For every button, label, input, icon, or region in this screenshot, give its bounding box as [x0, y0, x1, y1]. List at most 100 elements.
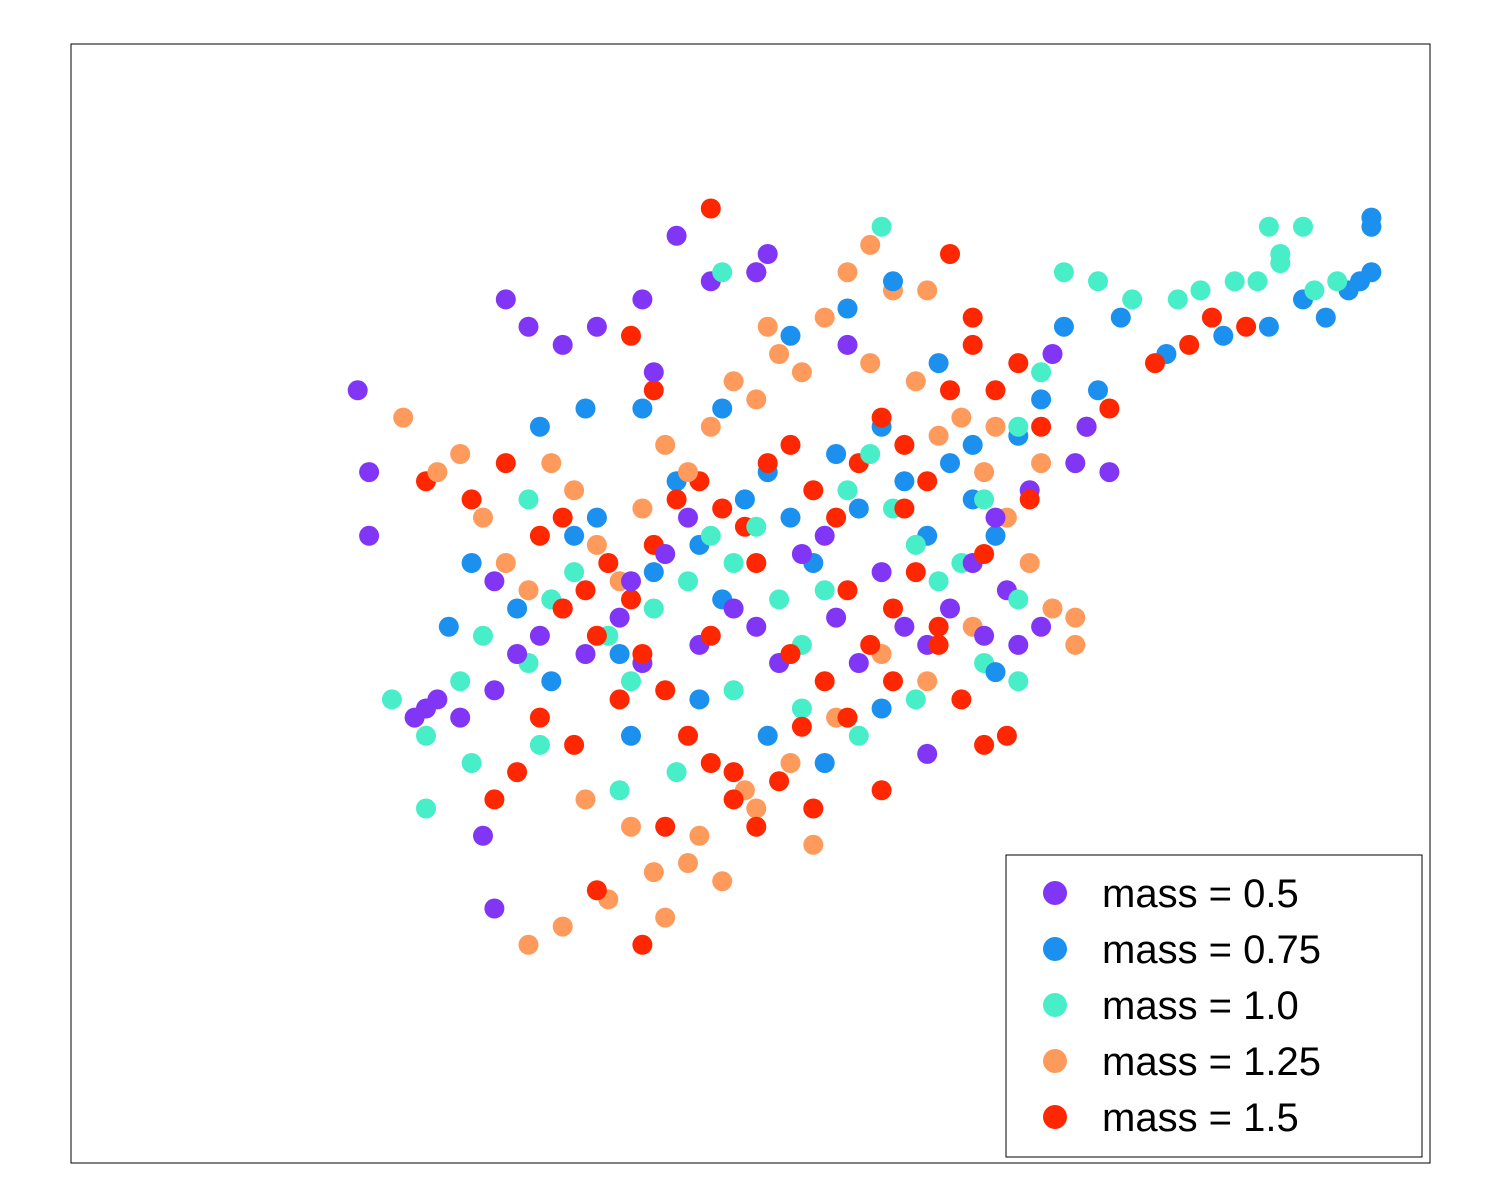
data-point-series-2 [564, 562, 585, 583]
data-point-series-4 [564, 734, 585, 755]
data-point-series-1 [780, 507, 801, 528]
data-point-series-4 [826, 507, 847, 528]
data-point-series-0 [678, 507, 698, 528]
data-point-series-2 [905, 534, 926, 555]
data-point-series-2 [928, 571, 949, 592]
data-point-series-2 [814, 580, 835, 601]
data-point-series-0 [518, 316, 539, 337]
data-point-series-0 [791, 544, 812, 564]
data-point-series-1 [894, 471, 915, 492]
data-point-series-1 [1315, 307, 1336, 328]
data-point-series-4 [655, 816, 676, 837]
data-point-series-3 [700, 416, 721, 437]
data-point-series-0 [837, 334, 858, 355]
data-point-series-4 [1099, 398, 1120, 419]
data-point-series-1 [712, 398, 733, 419]
data-point-series-3 [951, 407, 972, 428]
data-point-series-4 [928, 634, 949, 655]
legend-marker-3 [1043, 1049, 1067, 1073]
data-point-series-0 [484, 571, 505, 592]
data-point-series-2 [450, 671, 471, 692]
data-point-series-3 [473, 507, 493, 528]
data-point-series-4 [666, 489, 687, 510]
data-point-series-4 [1019, 489, 1040, 510]
data-point-series-3 [723, 371, 744, 392]
data-point-series-2 [1224, 271, 1245, 292]
data-point-series-4 [871, 407, 892, 428]
data-point-series-0 [1031, 616, 1052, 637]
data-point-series-0 [484, 898, 505, 919]
data-point-series-0 [746, 616, 767, 637]
data-point-series-3 [678, 853, 698, 873]
data-point-series-4 [575, 580, 596, 601]
data-point-series-4 [780, 644, 801, 664]
data-point-series-2 [848, 725, 869, 746]
data-point-series-4 [769, 771, 790, 792]
data-point-series-3 [689, 825, 710, 846]
data-point-series-0 [985, 507, 1006, 528]
data-point-series-2 [678, 571, 698, 592]
data-point-series-3 [518, 580, 539, 601]
data-point-series-4 [860, 634, 881, 655]
data-point-series-2 [416, 798, 436, 819]
data-point-series-4 [780, 434, 801, 455]
data-point-series-1 [609, 644, 630, 664]
data-point-series-2 [905, 689, 926, 710]
data-point-series-2 [1088, 271, 1108, 292]
data-point-series-4 [586, 625, 607, 646]
data-point-series-3 [678, 462, 698, 483]
data-point-series-2 [712, 262, 733, 283]
data-point-series-1 [461, 553, 482, 573]
legend: mass = 0.5 mass = 0.75 mass = 1.0 mass = 1.… [1005, 854, 1423, 1158]
legend-label-2: mass = 1.0 [1102, 984, 1299, 1028]
data-point-series-2 [769, 589, 790, 610]
data-point-series-1 [575, 398, 596, 419]
data-point-series-0 [529, 625, 550, 646]
data-point-series-4 [700, 198, 721, 219]
data-point-series-0 [450, 707, 471, 728]
data-point-series-0 [1008, 634, 1029, 655]
data-point-series-4 [598, 553, 619, 573]
data-point-series-2 [1008, 671, 1029, 692]
data-point-series-1 [780, 325, 801, 346]
data-point-series-2 [723, 680, 744, 701]
data-point-series-2 [1304, 280, 1325, 301]
data-point-series-2 [1190, 280, 1211, 301]
data-point-series-4 [700, 753, 721, 773]
data-point-series-4 [951, 689, 972, 710]
data-point-series-1 [985, 525, 1006, 546]
data-point-series-3 [803, 834, 824, 855]
legend-label-0: mass = 0.5 [1102, 872, 1299, 916]
data-point-series-4 [746, 816, 767, 837]
data-point-series-0 [666, 225, 687, 246]
data-point-series-3 [552, 916, 573, 937]
data-point-series-3 [746, 798, 767, 819]
data-point-series-4 [837, 707, 858, 728]
data-point-series-2 [473, 625, 493, 646]
data-point-series-0 [427, 689, 448, 710]
data-point-series-1 [507, 598, 528, 619]
data-point-series-0 [575, 644, 596, 664]
data-point-series-0 [723, 598, 744, 619]
data-point-series-0 [495, 289, 516, 310]
data-point-series-3 [837, 262, 858, 283]
data-point-series-1 [883, 271, 903, 292]
data-point-series-4 [529, 525, 550, 546]
data-point-series-3 [621, 816, 641, 837]
data-point-series-0 [609, 607, 630, 628]
data-point-series-4 [883, 598, 903, 619]
data-point-series-4 [1179, 334, 1200, 355]
data-point-series-4 [757, 453, 778, 474]
data-point-series-4 [609, 689, 630, 710]
data-point-series-0 [1076, 416, 1097, 437]
data-point-series-1 [962, 434, 983, 455]
legend-marker-0 [1043, 881, 1067, 905]
data-point-series-3 [427, 462, 448, 483]
data-point-series-1 [564, 525, 585, 546]
data-point-series-4 [621, 589, 641, 610]
data-point-series-2 [837, 480, 858, 501]
data-point-series-4 [621, 325, 641, 346]
data-point-series-2 [1167, 289, 1188, 310]
data-point-series-4 [1236, 316, 1257, 337]
data-point-series-2 [643, 598, 664, 619]
